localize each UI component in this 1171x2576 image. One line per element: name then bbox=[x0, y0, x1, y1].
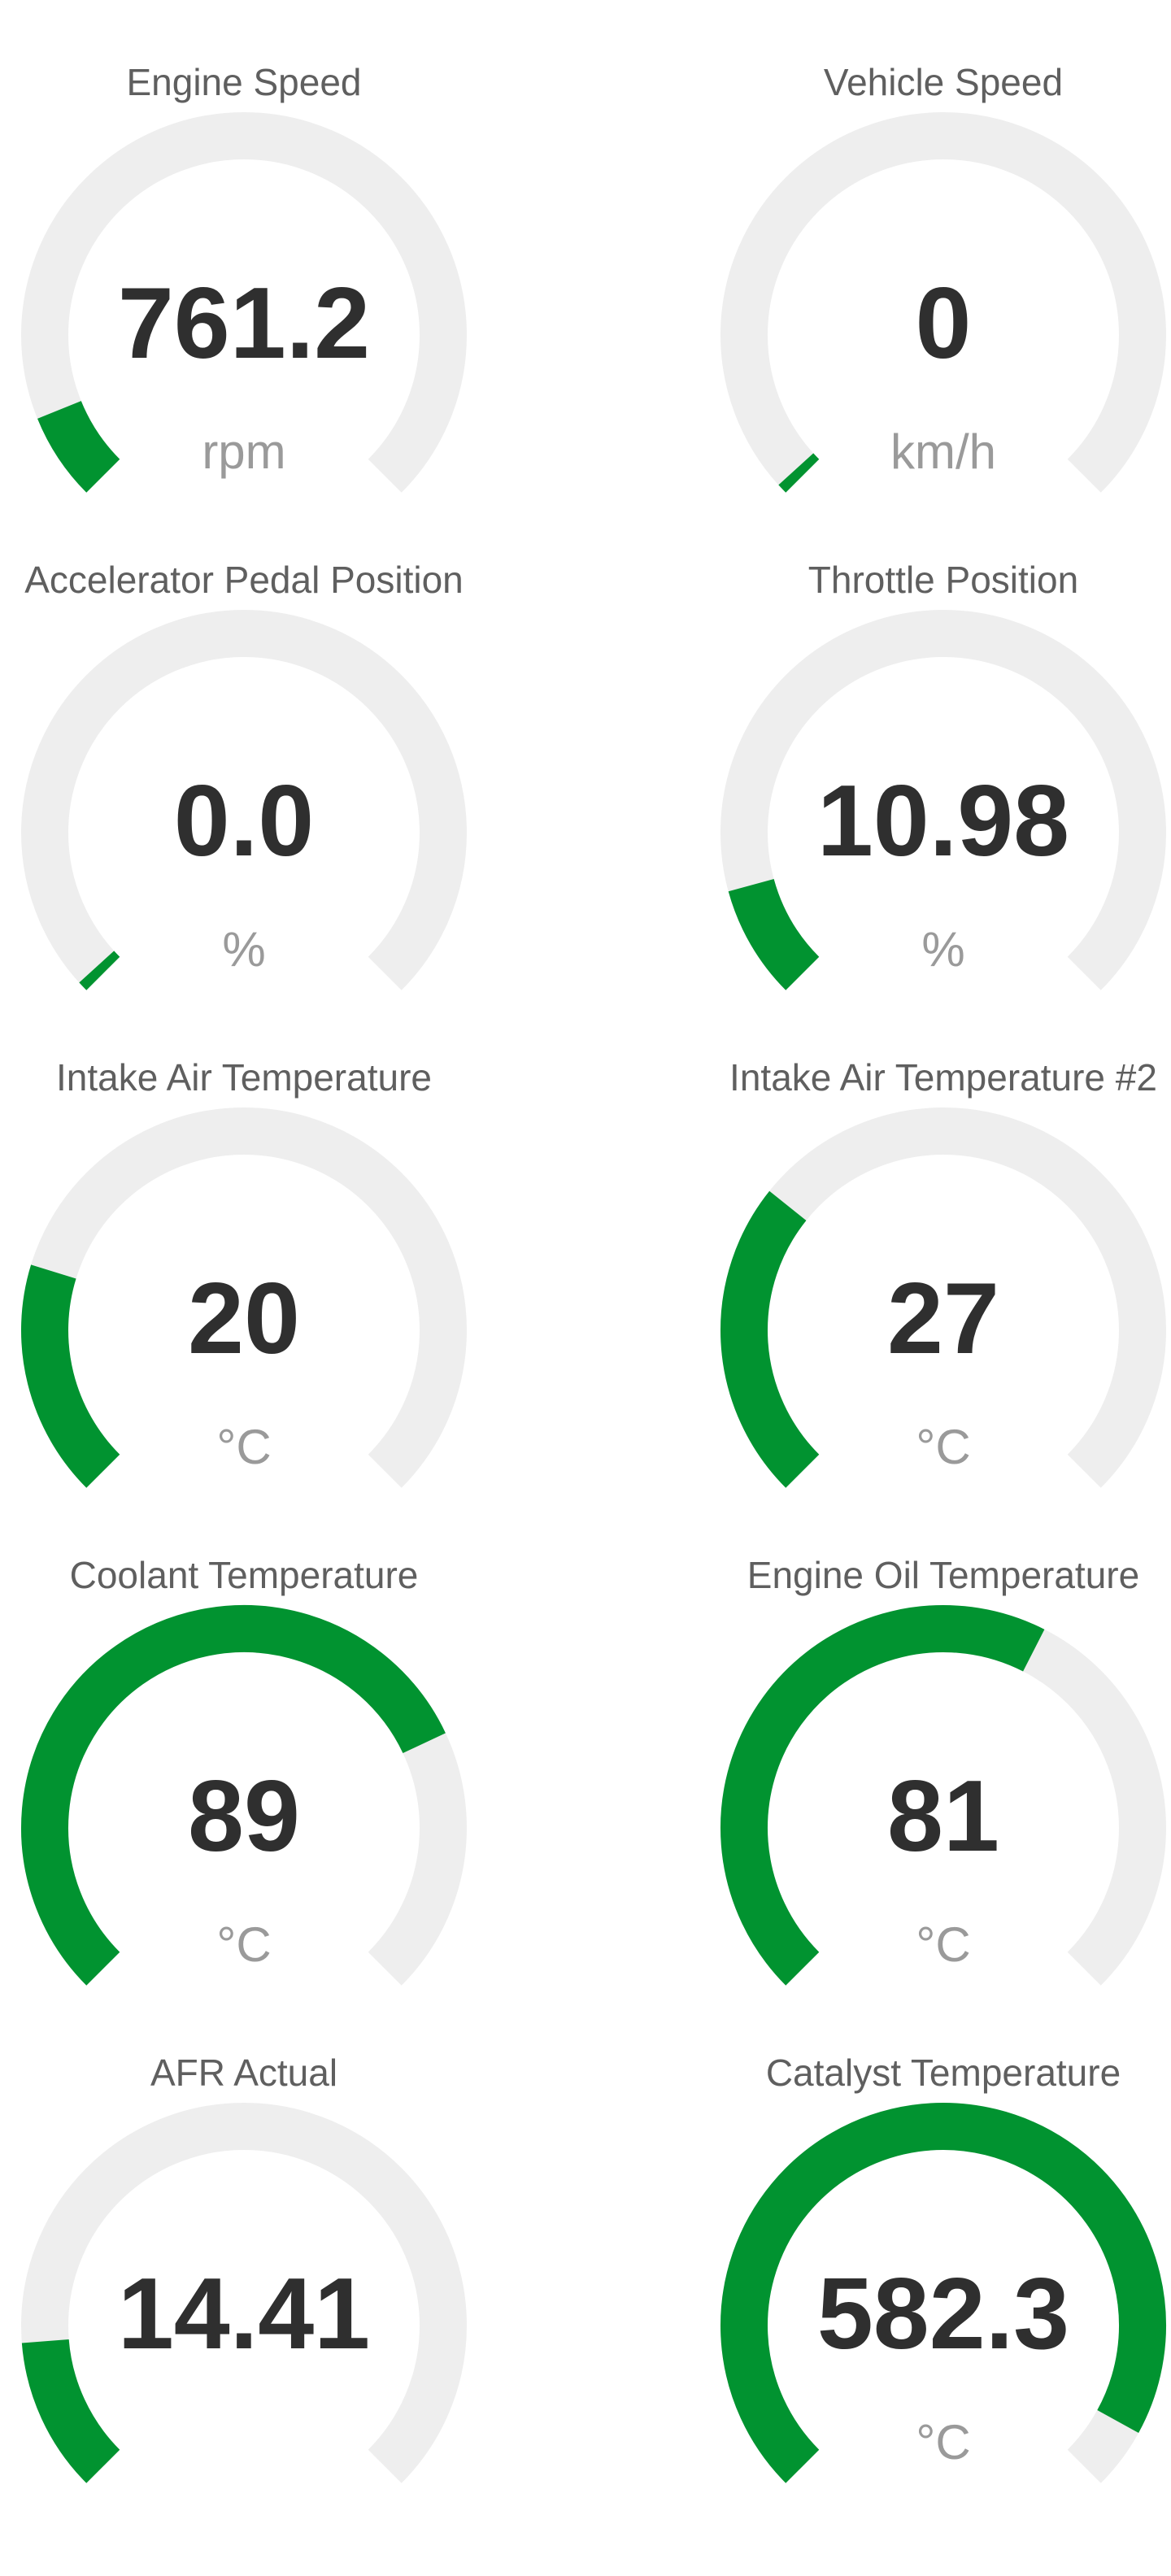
gauge-fill bbox=[778, 453, 820, 493]
gauge-engine-speed: Engine Speed 761.2 rpm bbox=[0, 13, 488, 496]
gauge-unit: °C bbox=[916, 1420, 971, 1474]
gauge-dial bbox=[21, 1107, 467, 1488]
gauge-value: 582.3 bbox=[816, 2258, 1070, 2370]
gauge-fill bbox=[21, 1605, 446, 1986]
gauge-dial bbox=[720, 2103, 1166, 2483]
gauge-throttle-position: Throttle Position 10.98% bbox=[699, 511, 1171, 994]
gauge-value: 761.2 bbox=[117, 268, 371, 380]
gauge-value: 14.41 bbox=[117, 2258, 371, 2370]
gauge-track bbox=[21, 610, 467, 990]
gauge-value: 0.0 bbox=[173, 765, 315, 877]
gauge-unit: °C bbox=[916, 1917, 971, 1972]
gauge-unit: °C bbox=[916, 2415, 971, 2469]
gauge-coolant-temperature: Coolant Temperature 89 °C bbox=[0, 1506, 488, 1989]
gauge-intake-air-temperature: Intake Air Temperature 20 °C bbox=[0, 1008, 488, 1491]
gauge-accelerator-pedal-position: Accelerator Pedal Position 0.0% bbox=[0, 511, 488, 994]
gauge-dial bbox=[720, 610, 1166, 990]
gauge-catalyst-temperature: Catalyst Temperature 582.3 °C bbox=[699, 2004, 1171, 2487]
gauge-track bbox=[21, 2103, 467, 2483]
gauge-fill bbox=[21, 2339, 120, 2483]
gauge-fill bbox=[720, 2103, 1166, 2483]
gauge-value: 0 bbox=[915, 268, 972, 380]
gauge-unit: km/h bbox=[890, 424, 997, 479]
gauge-fill bbox=[720, 1190, 820, 1488]
gauge-dial bbox=[21, 2103, 467, 2483]
gauge-title: Coolant Temperature bbox=[69, 1554, 419, 1596]
gauge-dial bbox=[720, 1107, 1166, 1488]
gauge-vehicle-speed: Vehicle Speed 0 km/h bbox=[699, 13, 1171, 496]
gauge-value: 89 bbox=[188, 1760, 300, 1873]
gauge-fill bbox=[37, 400, 120, 493]
gauge-unit: % bbox=[222, 922, 266, 977]
gauge-title: Accelerator Pedal Position bbox=[24, 559, 464, 601]
gauge-value: 81 bbox=[887, 1760, 999, 1873]
gauge-dial bbox=[21, 1605, 467, 1986]
gauge-afr-actual: AFR Actual 14.41 bbox=[0, 2004, 488, 2487]
gauge-unit: rpm bbox=[202, 424, 286, 479]
gauge-track bbox=[720, 610, 1166, 990]
gauge-title: Engine Speed bbox=[126, 61, 362, 103]
gauge-title: Intake Air Temperature bbox=[56, 1056, 432, 1099]
gauge-track bbox=[21, 112, 467, 493]
gauge-intake-air-temperature-2: Intake Air Temperature #2 27 °C bbox=[699, 1008, 1171, 1491]
gauge-engine-oil-temperature: Engine Oil Temperature 81 °C bbox=[699, 1506, 1171, 1989]
gauge-value: 10.98 bbox=[816, 765, 1070, 877]
gauge-title: Vehicle Speed bbox=[823, 61, 1064, 103]
gauge-dial bbox=[720, 112, 1166, 493]
gauge-title: Intake Air Temperature #2 bbox=[729, 1056, 1157, 1099]
gauge-value: 27 bbox=[887, 1263, 999, 1375]
gauge-dial bbox=[21, 610, 467, 990]
gauge-unit: °C bbox=[216, 1917, 272, 1972]
gauge-value: 20 bbox=[188, 1263, 300, 1375]
gauge-unit: °C bbox=[216, 1420, 272, 1474]
gauge-dial bbox=[720, 1605, 1166, 1986]
gauge-title: Catalyst Temperature bbox=[765, 2052, 1121, 2094]
gauge-unit: % bbox=[921, 922, 965, 977]
gauge-title: AFR Actual bbox=[150, 2052, 338, 2094]
gauge-fill bbox=[728, 878, 820, 990]
gauge-fill bbox=[720, 1605, 1045, 1986]
gauge-title: Throttle Position bbox=[808, 559, 1079, 601]
gauge-fill bbox=[21, 1264, 120, 1488]
gauge-track bbox=[720, 112, 1166, 493]
gauge-dial bbox=[21, 112, 467, 493]
gauge-title: Engine Oil Temperature bbox=[747, 1554, 1140, 1596]
gauge-fill bbox=[79, 951, 120, 990]
